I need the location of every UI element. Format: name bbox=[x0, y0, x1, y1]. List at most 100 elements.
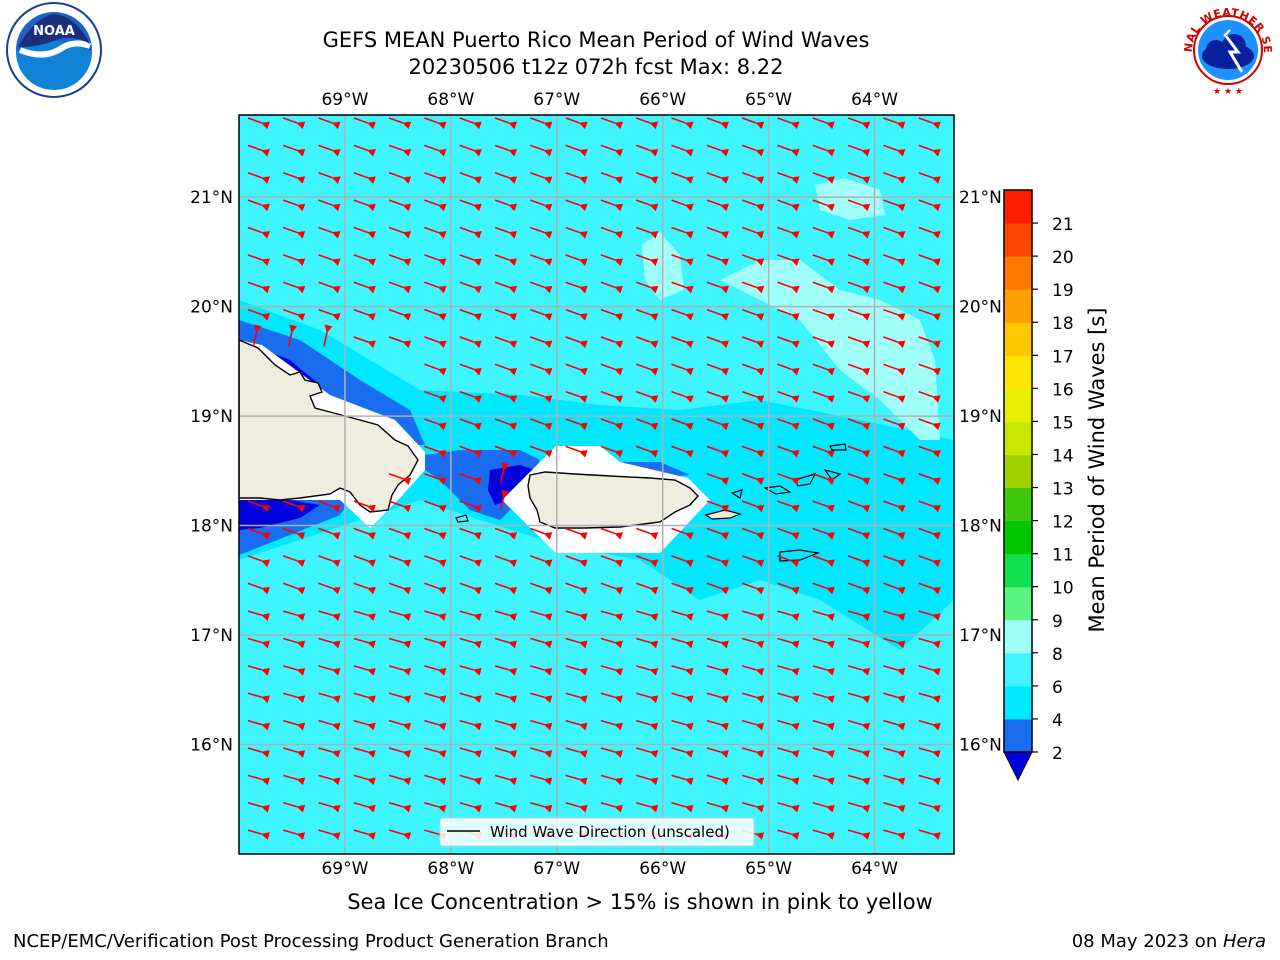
wave-direction-arrow bbox=[635, 555, 659, 568]
wave-direction-arrow bbox=[883, 418, 906, 431]
wave-direction-arrow bbox=[777, 226, 800, 239]
wave-direction-arrow bbox=[353, 527, 376, 540]
wave-direction-arrow bbox=[883, 390, 906, 403]
noaa-logo-text: NOAA bbox=[33, 24, 75, 39]
colorbar-tick-label: 13 bbox=[1052, 480, 1074, 500]
wave-direction-arrow bbox=[741, 500, 765, 513]
lat-tick-label-right: 16°N bbox=[959, 736, 1002, 756]
wave-direction-arrow bbox=[706, 281, 729, 294]
wave-direction-arrow bbox=[282, 665, 306, 676]
wave-direction-arrow bbox=[494, 418, 518, 431]
wave-direction-arrow bbox=[282, 719, 306, 731]
wave-direction-arrow bbox=[847, 418, 871, 431]
lon-tick-label-bottom: 67°W bbox=[533, 859, 580, 879]
wave-direction-arrow bbox=[424, 719, 447, 731]
wave-direction-arrow bbox=[530, 637, 553, 649]
wave-direction-arrow bbox=[883, 144, 906, 157]
lat-tick-label-right: 20°N bbox=[959, 298, 1002, 318]
wave-direction-arrow bbox=[883, 308, 906, 321]
wave-direction-arrow bbox=[318, 610, 341, 621]
wave-direction-arrow bbox=[565, 171, 588, 184]
wave-direction-arrow bbox=[530, 171, 553, 184]
wave-direction-arrow bbox=[424, 500, 447, 513]
wave-direction-arrow bbox=[600, 226, 624, 239]
wave-direction-arrow bbox=[459, 473, 482, 485]
wave-direction-arrow bbox=[388, 665, 412, 676]
wave-direction-arrow bbox=[777, 117, 800, 130]
wave-direction-arrow bbox=[353, 747, 376, 758]
wave-direction-arrow bbox=[247, 801, 270, 813]
wave-direction-arrow bbox=[247, 555, 271, 568]
wave-direction-arrow bbox=[777, 747, 800, 758]
wave-direction-arrow bbox=[282, 254, 306, 267]
wave-direction-arrow bbox=[565, 117, 588, 130]
wave-direction-arrow bbox=[424, 363, 447, 376]
wave-direction-arrow bbox=[494, 336, 518, 349]
wave-direction-arrow bbox=[459, 582, 482, 595]
wave-direction-arrow bbox=[847, 665, 871, 676]
colorbar-tick-label: 20 bbox=[1052, 248, 1074, 268]
wave-direction-arrow bbox=[353, 692, 376, 704]
wave-direction-arrow bbox=[565, 692, 588, 704]
wave-direction-arrow bbox=[282, 692, 306, 704]
wave-direction-arrow bbox=[318, 582, 341, 595]
wave-direction-arrow bbox=[812, 363, 835, 376]
wave-direction-arrow bbox=[600, 747, 623, 758]
wave-direction-arrow bbox=[635, 199, 659, 212]
wave-direction-arrow bbox=[600, 527, 624, 540]
wave-direction-arrow bbox=[388, 582, 412, 595]
wave-direction-arrow bbox=[424, 226, 447, 239]
map-axis-ticks: 69°W 69°W 68°W 68°W 67°W 67°W 66°W 66°W 65°W 65°W… bbox=[190, 90, 1002, 879]
wave-direction-arrow bbox=[494, 665, 518, 676]
wave-direction-arrow bbox=[741, 336, 765, 349]
wave-direction-arrow bbox=[565, 308, 588, 321]
wave-direction-arrow bbox=[388, 555, 412, 568]
wave-direction-arrow bbox=[636, 665, 659, 676]
wave-direction-arrow bbox=[459, 610, 482, 621]
lon-tick-label-top: 65°W bbox=[745, 90, 792, 110]
wave-direction-arrow bbox=[812, 254, 835, 267]
wave-direction-arrow bbox=[671, 171, 694, 184]
wave-direction-arrow bbox=[494, 117, 518, 130]
colorbar-segment bbox=[1004, 619, 1032, 654]
wave-direction-arrow bbox=[635, 363, 659, 376]
wave-direction-arrow bbox=[530, 582, 553, 595]
wave-direction-arrow bbox=[530, 117, 553, 130]
wave-direction-arrow bbox=[494, 226, 518, 239]
wave-direction-arrow bbox=[847, 473, 871, 485]
wave-direction-arrow bbox=[530, 336, 553, 349]
wave-direction-arrow bbox=[671, 555, 694, 568]
wave-direction-arrow bbox=[671, 199, 694, 212]
wave-direction-arrow bbox=[918, 692, 941, 704]
wave-direction-arrow bbox=[636, 747, 659, 758]
wave-direction-arrow bbox=[247, 774, 270, 786]
lat-tick-label-right: 17°N bbox=[959, 626, 1002, 646]
wave-direction-arrow bbox=[777, 801, 800, 813]
wave-direction-arrow bbox=[741, 144, 765, 157]
map-subtitle: 20230506 t12z 072h fcst Max: 8.22 bbox=[408, 55, 784, 79]
wave-direction-arrow bbox=[459, 665, 482, 676]
wave-direction-arrow bbox=[777, 363, 800, 376]
wave-direction-arrow bbox=[530, 665, 553, 676]
wave-direction-arrow bbox=[600, 144, 624, 157]
wave-direction-arrow bbox=[459, 336, 482, 349]
wave-direction-arrow bbox=[494, 171, 518, 184]
wave-direction-arrow bbox=[565, 336, 588, 349]
wave-direction-arrow bbox=[565, 390, 588, 403]
wave-direction-arrow bbox=[812, 692, 835, 704]
wave-direction-arrow bbox=[671, 665, 694, 676]
wave-direction-arrow bbox=[671, 692, 694, 704]
wave-direction-arrow bbox=[812, 418, 835, 431]
wave-direction-arrow bbox=[883, 829, 906, 840]
wave-direction-arrow bbox=[706, 199, 729, 212]
wave-direction-arrow bbox=[459, 171, 482, 184]
wave-direction-arrow bbox=[812, 473, 835, 485]
wave-direction-arrow bbox=[847, 500, 871, 513]
wave-direction-arrow bbox=[635, 445, 659, 458]
wave-direction-arrow bbox=[918, 610, 941, 621]
wave-direction-arrow bbox=[636, 719, 659, 731]
wave-direction-arrow bbox=[918, 171, 941, 184]
colorbar-segment bbox=[1004, 553, 1032, 588]
wave-direction-arrow bbox=[847, 774, 871, 786]
lat-tick-label-left: 18°N bbox=[190, 517, 233, 537]
